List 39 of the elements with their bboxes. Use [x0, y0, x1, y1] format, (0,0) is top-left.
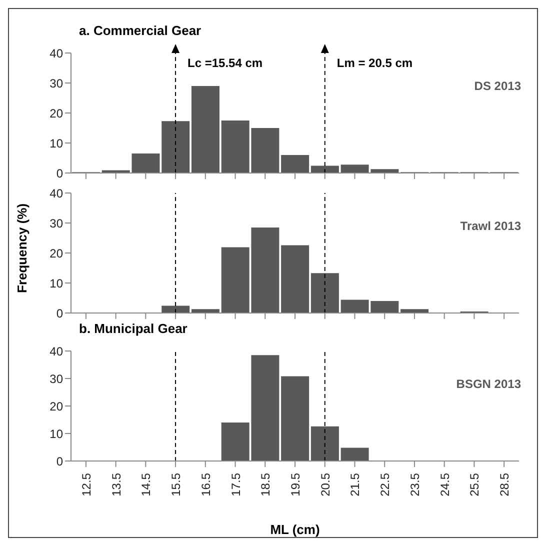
- x-tick-label: 24.5: [438, 472, 452, 496]
- x-tick-label: 19.5: [288, 472, 303, 496]
- text: Trawl 2013: [460, 219, 521, 233]
- text: DS 2013: [474, 79, 521, 93]
- x-tick-label: 21.5: [348, 472, 362, 496]
- chart-title: b. Municipal Gear: [79, 321, 188, 338]
- ref-line-label: Lm = 20.5 cm: [336, 56, 413, 70]
- y-tick-label: 20: [50, 106, 64, 120]
- y-tick-label: 20: [50, 399, 64, 414]
- x-tick-label: 28.5: [498, 472, 512, 496]
- y-axis-title: Frequency (%): [14, 203, 30, 293]
- x-tick-label: 20.5: [318, 472, 332, 496]
- x-tick-label: 12.5: [79, 472, 94, 496]
- x-tick-label: 16.5: [198, 472, 213, 496]
- y-tick-label: 30: [50, 76, 64, 90]
- x-axis-title: ML (cm): [270, 522, 320, 537]
- y-tick-label: 10: [50, 426, 64, 441]
- x-tick-label: 22.5: [378, 472, 392, 496]
- text: BSGN 2013: [456, 377, 521, 391]
- y-tick-label: 30: [50, 372, 64, 386]
- x-tick-label: 17.5: [228, 472, 243, 496]
- y-tick-label: 40: [50, 186, 64, 200]
- y-tick-label: 40: [50, 344, 64, 358]
- y-tick-label: 20: [50, 246, 64, 260]
- x-tick-label: 18.5: [258, 472, 273, 496]
- x-tick-label: 15.5: [169, 472, 184, 496]
- y-tick-label: 0: [56, 454, 64, 468]
- x-tick-label: 13.5: [109, 472, 124, 496]
- x-tick-label: 25.5: [468, 472, 482, 496]
- y-tick-label: 0: [56, 306, 64, 320]
- y-tick-label: 10: [50, 136, 64, 150]
- ref-line-label: Lc =15.54 cm: [188, 56, 263, 70]
- y-tick-label: 10: [50, 276, 64, 290]
- chart-title: a. Commercial Gear: [79, 23, 202, 40]
- x-tick-label: 14.5: [139, 472, 154, 496]
- y-tick-label: 0: [56, 166, 64, 180]
- y-tick-label: 40: [50, 46, 64, 60]
- x-tick-label: 23.5: [408, 472, 422, 496]
- y-tick-label: 30: [50, 216, 64, 230]
